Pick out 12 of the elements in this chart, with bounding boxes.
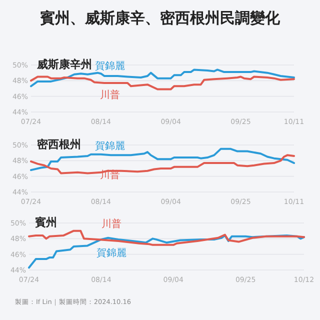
line-series (28, 230, 305, 246)
chart-subtitle: 威斯康辛州 (36, 58, 92, 71)
chart-title: 賓州、威斯康辛、密西根州民調變化 (40, 9, 281, 27)
line-series (30, 76, 295, 90)
chart-subtitle: 賓州 (35, 216, 57, 229)
series-label: 川普 (100, 88, 120, 101)
line-series (28, 234, 305, 269)
series-label: 賀錦麗 (94, 60, 125, 72)
chart-subtitle: 密西根州 (37, 138, 81, 151)
series-label: 賀錦麗 (96, 246, 126, 259)
series-label: 川普 (102, 218, 122, 230)
series-label: 賀錦麗 (94, 140, 125, 152)
